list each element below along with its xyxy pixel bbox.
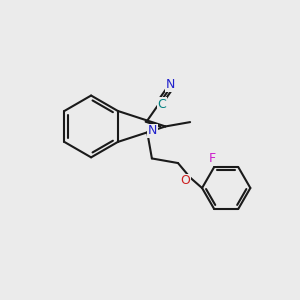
Text: F: F <box>209 152 216 165</box>
Text: O: O <box>180 174 190 187</box>
Text: N: N <box>148 124 157 137</box>
Text: N: N <box>166 78 175 91</box>
Text: C: C <box>158 98 166 111</box>
